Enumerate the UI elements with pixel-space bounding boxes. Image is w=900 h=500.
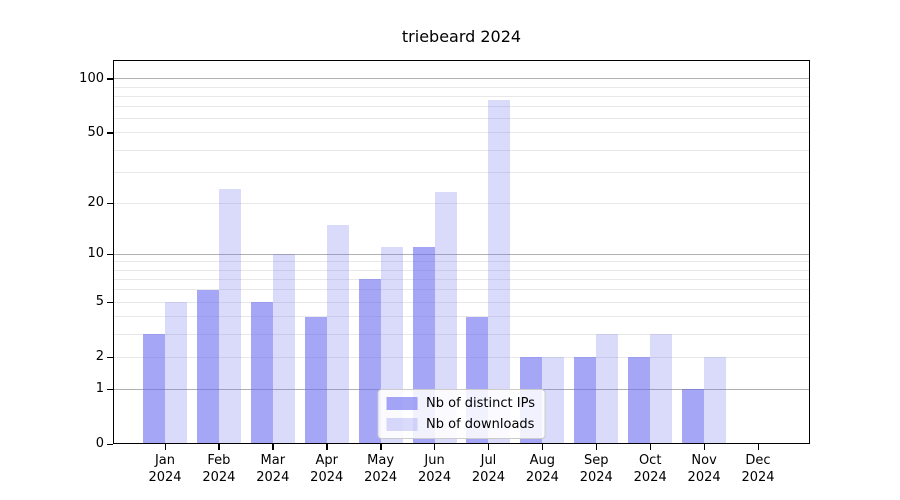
plot-area: Nb of distinct IPs Nb of downloads xyxy=(113,60,810,444)
x-tick-label-apr: Apr 2024 xyxy=(310,453,344,485)
x-tick-mark xyxy=(595,444,598,450)
minor-gridline xyxy=(113,149,810,151)
y-tick-label: 5 xyxy=(95,294,104,310)
x-tick-mark xyxy=(703,444,705,450)
bar-downloads-nov xyxy=(704,357,727,444)
minor-gridline xyxy=(113,289,810,291)
y-tick-label: 2 xyxy=(95,349,104,365)
y-tick-mark xyxy=(107,388,113,391)
bar-downloads-jan xyxy=(165,302,187,444)
y-tick-label: 10 xyxy=(87,246,104,262)
x-tick-label-jun: Jun 2024 xyxy=(418,453,452,485)
bar-downloads-feb xyxy=(218,189,241,444)
minor-gridline xyxy=(113,106,810,108)
minor-gridline xyxy=(113,202,810,204)
minor-gridline xyxy=(113,95,810,97)
y-tick-label: 50 xyxy=(87,124,104,140)
legend-entry-downloads: Nb of downloads xyxy=(386,417,535,432)
bar-distinct-ips-mar xyxy=(250,302,273,444)
x-tick-mark xyxy=(487,444,490,450)
major-gridline xyxy=(113,78,810,80)
bar-downloads-jun xyxy=(434,192,457,444)
x-tick-mark xyxy=(326,444,328,450)
bar-downloads-apr xyxy=(326,224,349,444)
minor-gridline xyxy=(113,269,810,271)
bar-distinct-ips-nov xyxy=(682,389,705,444)
bar-downloads-oct xyxy=(650,334,673,444)
x-tick-label-sep: Sep 2024 xyxy=(579,453,613,485)
y-tick-label: 0 xyxy=(95,436,104,451)
minor-gridline xyxy=(113,86,810,88)
x-tick-mark xyxy=(434,444,436,450)
bar-distinct-ips-jan xyxy=(143,334,165,444)
minor-gridline xyxy=(113,316,810,318)
y-tick-mark xyxy=(107,356,113,358)
x-tick-label-may: May 2024 xyxy=(364,453,398,485)
x-tick-mark xyxy=(380,444,382,450)
legend-swatch-distinct-ips xyxy=(386,397,418,410)
bar-distinct-ips-apr xyxy=(304,316,327,444)
legend-swatch-downloads xyxy=(386,418,418,431)
bar-distinct-ips-may xyxy=(358,279,381,444)
minor-gridline xyxy=(113,171,810,173)
chart-title: triebeard 2024 xyxy=(401,27,522,46)
x-tick-mark xyxy=(164,444,166,450)
x-tick-label-mar: Mar 2024 xyxy=(256,453,290,485)
x-tick-label-jan: Jan 2024 xyxy=(148,453,182,485)
y-tick-mark xyxy=(107,202,113,204)
x-tick-mark xyxy=(272,444,274,450)
legend: Nb of distinct IPs Nb of downloads xyxy=(377,389,546,439)
bar-downloads-jul xyxy=(488,100,511,444)
x-tick-label-aug: Aug 2024 xyxy=(525,453,559,485)
x-tick-label-feb: Feb 2024 xyxy=(202,453,236,485)
bar-distinct-ips-feb xyxy=(196,289,219,444)
minor-gridline xyxy=(113,118,810,120)
y-tick-mark xyxy=(107,443,113,445)
bar-distinct-ips-oct xyxy=(628,357,651,444)
x-tick-label-dec: Dec 2024 xyxy=(741,453,775,485)
x-tick-label-nov: Nov 2024 xyxy=(687,453,721,485)
x-tick-label-oct: Oct 2024 xyxy=(633,453,667,485)
minor-gridline xyxy=(113,356,810,358)
bar-downloads-sep xyxy=(596,334,619,444)
minor-gridline xyxy=(113,333,810,335)
bar-downloads-aug xyxy=(542,357,565,444)
y-tick-label: 100 xyxy=(79,70,104,86)
x-tick-label-jul: Jul 2024 xyxy=(471,453,505,485)
legend-entry-distinct-ips: Nb of distinct IPs xyxy=(386,396,535,411)
bar-distinct-ips-sep xyxy=(574,357,597,444)
bar-downloads-mar xyxy=(272,254,295,444)
legend-label-distinct-ips: Nb of distinct IPs xyxy=(426,396,535,411)
bars-layer xyxy=(113,60,810,444)
minor-gridline xyxy=(113,261,810,263)
minor-gridline xyxy=(113,132,810,134)
y-tick-label: 20 xyxy=(87,195,104,211)
x-tick-mark xyxy=(757,444,759,450)
major-gridline xyxy=(113,253,810,255)
x-tick-mark xyxy=(218,444,220,450)
y-tick-label: 1 xyxy=(95,381,104,397)
x-tick-mark xyxy=(649,444,652,450)
minor-gridline xyxy=(113,301,810,303)
x-tick-mark xyxy=(541,444,544,450)
y-tick-mark xyxy=(107,132,113,134)
y-tick-mark xyxy=(107,253,113,256)
y-tick-mark xyxy=(107,78,113,80)
y-tick-mark xyxy=(107,301,113,304)
minor-gridline xyxy=(113,278,810,280)
legend-label-downloads: Nb of downloads xyxy=(426,417,535,432)
